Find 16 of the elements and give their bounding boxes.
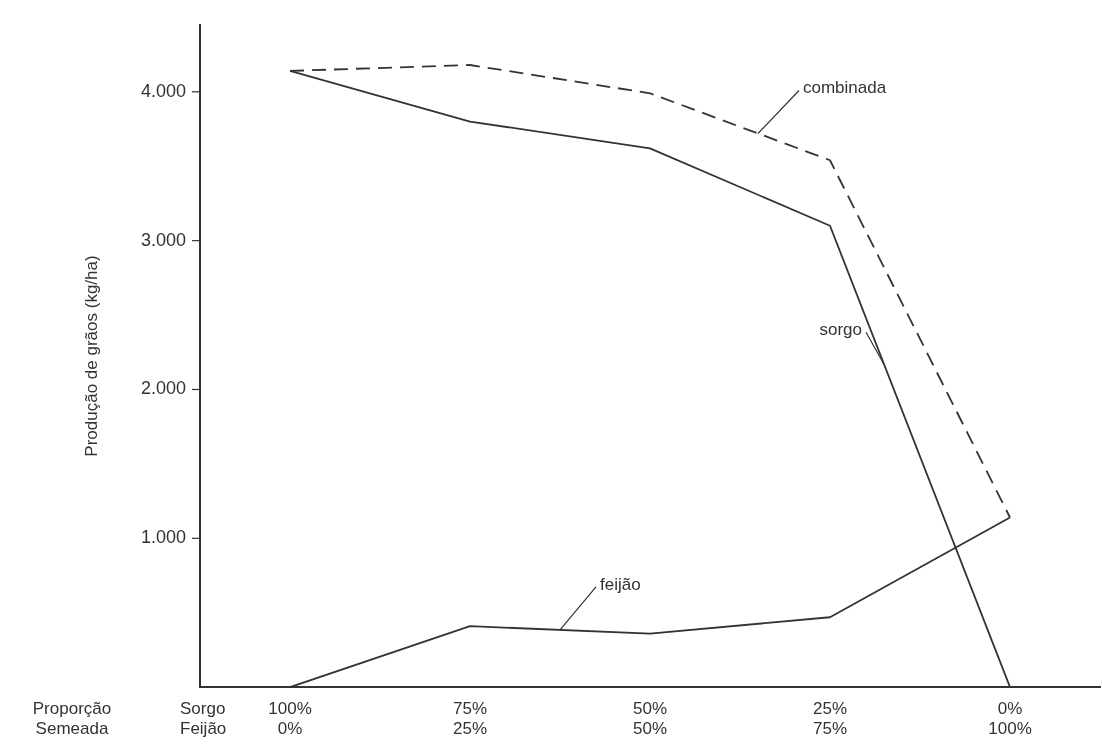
x-tick-label: 50% 50% [632,699,668,739]
text: Sorgo [180,699,226,719]
y-tick-label: 2.000 [140,378,186,399]
x-tick-label: 100% 0% [268,699,312,739]
y-tick-label: 4.000 [140,80,186,101]
text: Feijão [180,719,227,739]
series-label: sorgo [819,319,862,339]
x-tick-label: 75% 25% [452,699,488,739]
x-tick-label: 25% 75% [812,699,848,739]
text: feijão [600,574,641,594]
y-tick-label: 1.000 [140,527,186,548]
x-tick-label: 0% 100% [988,699,1032,739]
x-axis-title: Proporção Semeada [32,699,112,739]
text: combinada [803,78,887,98]
y-tick-label: 3.000 [140,229,186,250]
y-axis-title: Produção de grãos (kg/ha) [81,255,101,457]
